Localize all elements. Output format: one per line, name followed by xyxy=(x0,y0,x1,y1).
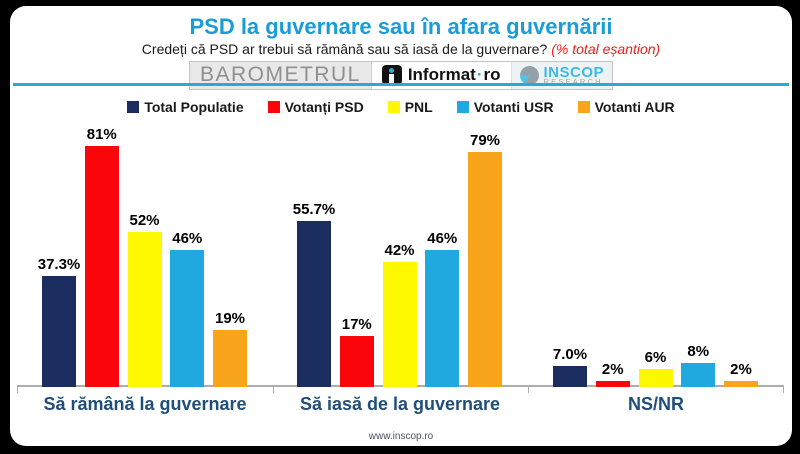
bar-value-label: 46% xyxy=(172,229,203,247)
category-label-1: Să iasă de la guvernare xyxy=(299,394,501,414)
bar xyxy=(595,381,630,387)
chart-subtitle: Credeți că PSD ar trebui să rămână sau s… xyxy=(10,41,792,57)
footer-url: www.inscop.ro xyxy=(368,431,434,442)
bar xyxy=(42,276,76,387)
bar-value-label: 52% xyxy=(129,211,160,229)
informat-i-stem xyxy=(389,73,395,83)
bar-cell: 6% xyxy=(638,348,673,387)
subtitle-question: Credeți că PSD ar trebui să rămână sau s… xyxy=(141,41,548,57)
legend-swatch-icon xyxy=(577,101,590,113)
bar xyxy=(84,146,119,387)
inscop-name: INSCOP xyxy=(543,63,605,81)
category-label-2: NS/NR xyxy=(627,394,684,414)
bar xyxy=(339,336,374,387)
legend-swatch-icon xyxy=(387,101,400,113)
bar-cell: 46% xyxy=(425,229,460,387)
bar-cell: 17% xyxy=(339,315,374,387)
chart-area: 37.3% 81% 52% 46% 19% 55.7% 17% 42% 46% 79% 7.0% 2%… xyxy=(17,107,784,393)
informat-dot: · xyxy=(476,65,483,84)
bar-value-label: 7.0% xyxy=(552,345,588,363)
bar xyxy=(553,366,587,387)
axis-tick xyxy=(783,387,784,393)
bar-cell: 19% xyxy=(213,309,247,387)
legend-item-4: Votanti AUR xyxy=(577,99,675,115)
inscop-sub: RESEARCH xyxy=(543,76,603,86)
informat-name: Informat xyxy=(407,65,476,84)
legend-item-2: PNL xyxy=(387,99,433,115)
bar-group-0: 37.3% 81% 52% 46% 19% xyxy=(38,125,247,387)
legend-item-0: Total Populatie xyxy=(127,99,244,115)
bar-cell: 8% xyxy=(681,342,716,387)
bar-cell: 2% xyxy=(595,360,630,387)
bar-cell: 37.3% xyxy=(38,256,80,387)
bar-value-label: 8% xyxy=(687,342,710,360)
bar-value-label: 19% xyxy=(214,309,246,327)
legend-item-1: Votanți PSD xyxy=(267,99,364,115)
chart-card: PSD la guvernare sau în afara guvernării… xyxy=(10,6,792,446)
legend-label: Votanți PSD xyxy=(284,99,364,115)
bar-group-1: 55.7% 17% 42% 46% 79% xyxy=(293,131,502,387)
legend-label: Total Populatie xyxy=(144,99,244,115)
bar-cell: 55.7% xyxy=(293,201,335,387)
bar-value-label: 6% xyxy=(644,348,667,366)
category-label-0: Să rămână la guvernare xyxy=(43,394,247,414)
bar xyxy=(127,232,162,387)
bar-cell: 7.0% xyxy=(552,345,588,387)
axis-tick xyxy=(273,387,274,393)
bar xyxy=(638,369,673,387)
page-title: PSD la guvernare sau în afara guvernării xyxy=(189,14,613,39)
informat-wordmark: Informat·ro xyxy=(408,65,501,85)
bar xyxy=(170,250,205,387)
legend-label: Votanti AUR xyxy=(594,99,675,115)
inscop-pie-icon xyxy=(519,65,539,85)
bar-cell: 2% xyxy=(724,360,758,387)
axis-tick xyxy=(17,387,18,393)
bar xyxy=(468,152,502,387)
bar-cell: 52% xyxy=(127,211,162,387)
bar-value-label: 37.3% xyxy=(37,255,81,273)
bar xyxy=(425,250,460,387)
bar-value-label: 46% xyxy=(427,229,458,247)
bar xyxy=(724,381,758,387)
subtitle-note: (% total eșantion) xyxy=(551,41,661,57)
informat-i-icon xyxy=(381,65,402,85)
legend-swatch-icon xyxy=(127,101,140,113)
bar-value-label: 42% xyxy=(384,241,415,259)
bar xyxy=(681,363,716,387)
blue-divider-line xyxy=(13,83,789,86)
informat-i-dot xyxy=(389,67,395,73)
bar-value-label: 2% xyxy=(730,360,752,378)
bar-value-label: 2% xyxy=(601,360,624,378)
bar-cell: 79% xyxy=(468,131,502,387)
bar-cell: 46% xyxy=(170,229,205,387)
legend-swatch-icon xyxy=(456,101,469,113)
bar-value-label: 81% xyxy=(86,125,117,143)
chart-legend: Total Populatie Votanți PSD PNL Votanti USR… xyxy=(10,99,792,115)
legend-swatch-icon xyxy=(267,101,280,113)
bar xyxy=(382,262,417,387)
informat-tld: ro xyxy=(483,65,501,84)
bar-cell: 81% xyxy=(84,125,119,387)
legend-label: PNL xyxy=(404,99,433,115)
bar xyxy=(213,330,247,387)
legend-label: Votanti USR xyxy=(473,99,554,115)
inscop-wordmark: INSCOP RESEARCH xyxy=(544,65,605,86)
axis-tick xyxy=(528,387,529,393)
bar-value-label: 55.7% xyxy=(292,200,336,218)
legend-item-3: Votanti USR xyxy=(456,99,554,115)
bar-value-label: 79% xyxy=(469,131,501,149)
bar-value-label: 17% xyxy=(341,315,372,333)
bar xyxy=(297,221,331,387)
bar-group-2: 7.0% 2% 6% 8% 2% xyxy=(552,342,758,387)
bar-cell: 42% xyxy=(382,241,417,387)
